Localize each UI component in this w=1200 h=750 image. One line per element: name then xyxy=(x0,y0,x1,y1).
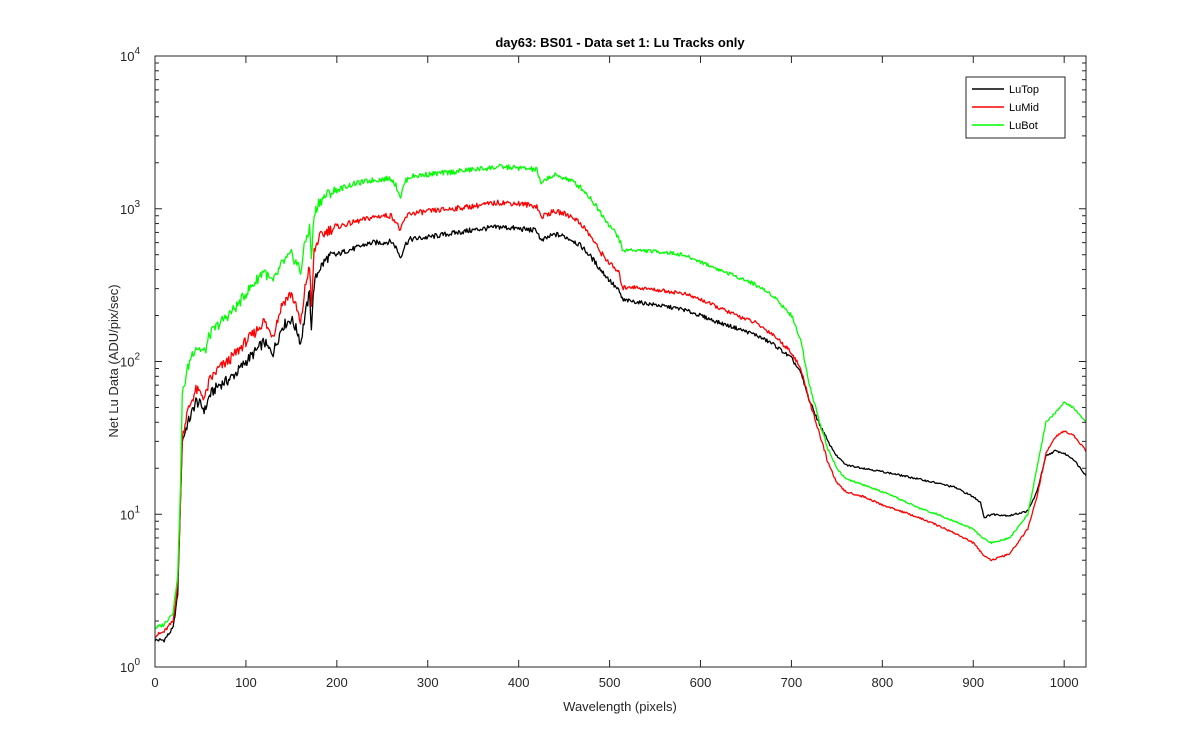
x-tick-label: 100 xyxy=(235,675,257,690)
series-layer xyxy=(155,163,1086,643)
x-tick-label: 900 xyxy=(962,675,984,690)
x-tick-label: 800 xyxy=(871,675,893,690)
y-tick-label: 101 xyxy=(120,504,140,522)
series-line-lutop xyxy=(155,224,1086,643)
x-tick-label: 300 xyxy=(417,675,439,690)
y-tick-base: 10 xyxy=(120,660,134,675)
y-tick-exponent: 4 xyxy=(134,46,140,57)
legend-label-lubot: LuBot xyxy=(1009,120,1038,132)
y-tick-label: 100 xyxy=(120,657,140,675)
y-tick-exponent: 1 xyxy=(134,504,140,515)
y-tick-exponent: 0 xyxy=(134,657,140,668)
x-tick-label: 200 xyxy=(326,675,348,690)
y-tick-base: 10 xyxy=(120,202,134,217)
x-tick-label: 700 xyxy=(781,675,803,690)
y-tick-label: 102 xyxy=(120,352,140,370)
y-tick-label: 104 xyxy=(120,46,140,64)
legend-label-lumid: LuMid xyxy=(1009,102,1039,114)
x-tick-label: 1000 xyxy=(1050,675,1079,690)
y-tick-label: 103 xyxy=(120,199,140,217)
chart-title: day63: BS01 - Data set 1: Lu Tracks only xyxy=(495,35,745,50)
y-tick-exponent: 2 xyxy=(134,352,140,363)
series-line-lumid xyxy=(155,199,1086,639)
legend-label-lutop: LuTop xyxy=(1009,84,1039,96)
x-axis-label: Wavelength (pixels) xyxy=(563,699,677,714)
x-tick-label: 0 xyxy=(151,675,158,690)
x-tick-label: 500 xyxy=(599,675,621,690)
x-tick-label: 600 xyxy=(690,675,712,690)
y-tick-exponent: 3 xyxy=(134,199,140,210)
y-tick-base: 10 xyxy=(120,355,134,370)
plot-frame xyxy=(154,55,1087,668)
ticks-layer: 0 100 200 300 400 500 600 700 800 900 100010010110… xyxy=(120,46,1086,690)
series-line-lubot xyxy=(155,163,1086,630)
y-tick-base: 10 xyxy=(120,507,134,522)
legend: LuTop LuMid LuBot xyxy=(965,76,1066,139)
plot-area xyxy=(155,56,1086,667)
y-axis-label: Net Lu Data (ADU/pix/sec) xyxy=(106,284,121,437)
y-tick-base: 10 xyxy=(120,49,134,64)
x-tick-label: 400 xyxy=(508,675,530,690)
